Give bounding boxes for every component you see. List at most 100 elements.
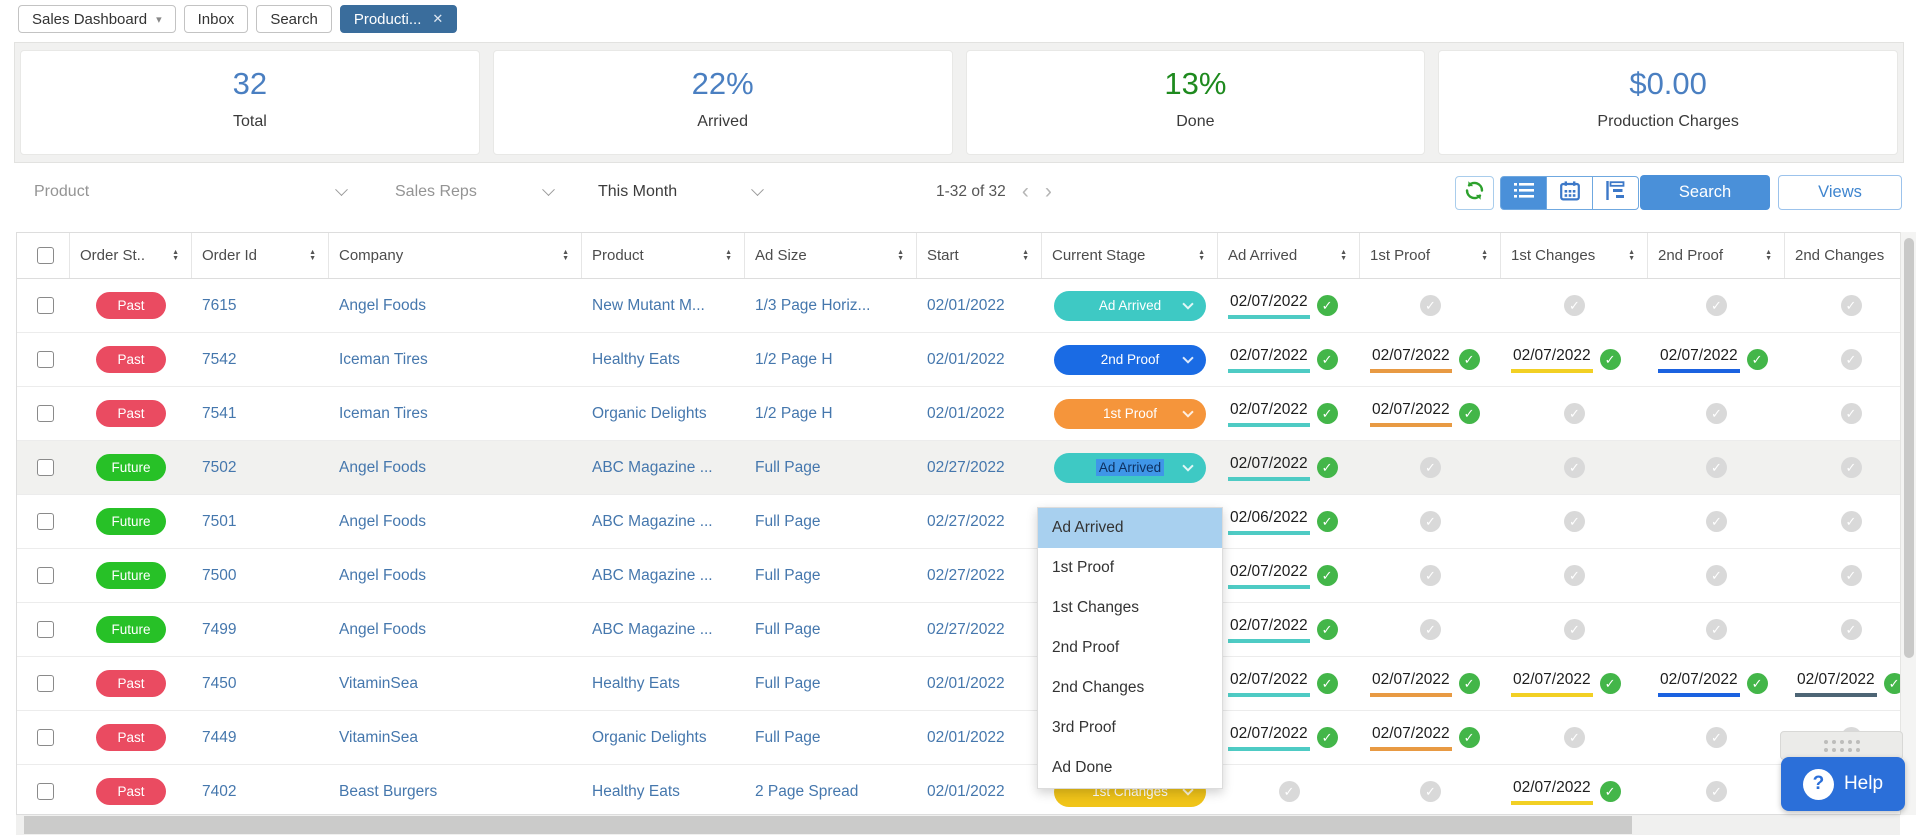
milestone-date[interactable]: 02/07/2022 bbox=[1370, 347, 1452, 373]
row-checkbox[interactable] bbox=[37, 513, 54, 530]
vertical-scrollbar-thumb[interactable] bbox=[1904, 238, 1914, 658]
milestone-date[interactable]: 02/07/2022 bbox=[1511, 347, 1593, 373]
sort-icon[interactable]: ▲ ▼ bbox=[562, 249, 569, 262]
row-checkbox[interactable] bbox=[37, 783, 54, 800]
column-header-second_proof[interactable]: 2nd Proof ▲ ▼ bbox=[1648, 233, 1785, 278]
milestone-date[interactable]: 02/07/2022 bbox=[1370, 401, 1452, 427]
order-id-link[interactable]: 7499 bbox=[202, 620, 237, 638]
select-all-checkbox[interactable] bbox=[37, 247, 54, 264]
column-header-first_changes[interactable]: 1st Changes ▲ ▼ bbox=[1501, 233, 1648, 278]
gantt-view-button[interactable] bbox=[1592, 176, 1639, 210]
stage-option-ad-arrived[interactable]: Ad Arrived bbox=[1038, 508, 1222, 548]
tab-producti[interactable]: Producti... ✕ bbox=[339, 5, 458, 33]
period-filter-dropdown[interactable]: This Month bbox=[598, 178, 764, 206]
column-header-ad_size[interactable]: Ad Size ▲ ▼ bbox=[745, 233, 917, 278]
stage-select[interactable]: 2nd Proof bbox=[1054, 344, 1206, 375]
sort-icon[interactable]: ▲ ▼ bbox=[1022, 249, 1029, 262]
order-id-link[interactable]: 7541 bbox=[202, 404, 237, 422]
grip-dot bbox=[1823, 739, 1828, 744]
column-header-order_status[interactable]: Order St.. ▲ ▼ bbox=[70, 233, 192, 278]
milestone-date[interactable]: 02/07/2022 bbox=[1658, 671, 1740, 697]
milestone-cell: ✓ bbox=[1218, 765, 1360, 814]
sort-icon[interactable]: ▲ ▼ bbox=[1198, 249, 1205, 262]
milestone-date[interactable]: 02/07/2022 bbox=[1228, 725, 1310, 751]
stage-option-2nd-proof[interactable]: 2nd Proof bbox=[1052, 639, 1120, 656]
column-header-order_id[interactable]: Order Id ▲ ▼ bbox=[192, 233, 329, 278]
sort-icon[interactable]: ▲ ▼ bbox=[725, 249, 732, 262]
milestone-date[interactable]: 02/07/2022 bbox=[1228, 617, 1310, 643]
stage-option-ad-done[interactable]: Ad Done bbox=[1052, 759, 1113, 776]
milestone-date[interactable]: 02/07/2022 bbox=[1228, 293, 1310, 319]
product-cell: ABC Magazine ... bbox=[592, 620, 713, 638]
sort-icon[interactable]: ▲ ▼ bbox=[172, 249, 179, 262]
sort-icon[interactable]: ▲ ▼ bbox=[1481, 249, 1488, 262]
order-id-link[interactable]: 7450 bbox=[202, 674, 237, 692]
horizontal-scrollbar-thumb[interactable] bbox=[24, 816, 1632, 834]
order-id-link[interactable]: 7502 bbox=[202, 458, 237, 476]
list-view-button[interactable] bbox=[1500, 176, 1547, 210]
column-header-ad_arrived[interactable]: Ad Arrived ▲ ▼ bbox=[1218, 233, 1360, 278]
row-checkbox[interactable] bbox=[37, 459, 54, 476]
milestone-date[interactable]: 02/07/2022 bbox=[1511, 671, 1593, 697]
order-id-link[interactable]: 7500 bbox=[202, 566, 237, 584]
row-checkbox[interactable] bbox=[37, 567, 54, 584]
sort-icon[interactable]: ▲ ▼ bbox=[1628, 249, 1635, 262]
calendar-view-button[interactable] bbox=[1546, 176, 1593, 210]
views-button[interactable]: Views bbox=[1778, 175, 1902, 210]
sales-reps-filter-dropdown[interactable]: Sales Reps bbox=[395, 178, 555, 206]
sort-down-arrow: ▼ bbox=[172, 254, 179, 262]
column-header-company[interactable]: Company ▲ ▼ bbox=[329, 233, 582, 278]
milestone-date[interactable]: 02/06/2022 bbox=[1228, 509, 1310, 535]
milestone-cell: 02/07/2022 ✓ bbox=[1360, 387, 1501, 440]
column-header-start[interactable]: Start ▲ ▼ bbox=[917, 233, 1042, 278]
drag-handle[interactable] bbox=[1780, 731, 1903, 760]
stage-select[interactable]: Ad Arrived bbox=[1054, 290, 1206, 321]
milestone-date[interactable]: 02/07/2022 bbox=[1228, 563, 1310, 589]
sort-icon[interactable]: ▲ ▼ bbox=[1765, 249, 1772, 262]
milestone-date[interactable]: 02/07/2022 bbox=[1228, 401, 1310, 427]
order-id-link[interactable]: 7615 bbox=[202, 296, 237, 314]
milestone-date[interactable]: 02/07/2022 bbox=[1795, 671, 1877, 697]
sort-icon[interactable]: ▲ ▼ bbox=[897, 249, 904, 262]
sort-icon[interactable]: ▲ ▼ bbox=[1340, 249, 1347, 262]
column-header-product[interactable]: Product ▲ ▼ bbox=[582, 233, 745, 278]
stage-option-3rd-proof[interactable]: 3rd Proof bbox=[1052, 719, 1116, 736]
close-icon[interactable]: ✕ bbox=[432, 11, 444, 26]
column-header-current_stage[interactable]: Current Stage ▲ ▼ bbox=[1042, 233, 1218, 278]
order-id-link[interactable]: 7501 bbox=[202, 512, 237, 530]
row-checkbox[interactable] bbox=[37, 675, 54, 692]
milestone-date[interactable]: 02/07/2022 bbox=[1370, 671, 1452, 697]
milestone-date[interactable]: 02/07/2022 bbox=[1228, 347, 1310, 373]
milestone-date[interactable]: 02/07/2022 bbox=[1511, 779, 1593, 805]
row-checkbox[interactable] bbox=[37, 351, 54, 368]
order-id-link[interactable]: 7449 bbox=[202, 728, 237, 746]
row-checkbox[interactable] bbox=[37, 621, 54, 638]
next-page-button[interactable]: › bbox=[1044, 180, 1052, 203]
refresh-button[interactable] bbox=[1455, 176, 1494, 210]
column-header-first_proof[interactable]: 1st Proof ▲ ▼ bbox=[1360, 233, 1501, 278]
company-cell: Angel Foods bbox=[339, 458, 427, 476]
help-button[interactable]: ? Help bbox=[1781, 757, 1905, 811]
stage-select[interactable]: Ad Arrived bbox=[1054, 452, 1206, 483]
milestone-date[interactable]: 02/07/2022 bbox=[1658, 347, 1740, 373]
tab-search[interactable]: Search bbox=[256, 5, 332, 33]
milestone-date[interactable]: 02/07/2022 bbox=[1228, 455, 1310, 481]
milestone-date[interactable]: 02/07/2022 bbox=[1228, 671, 1310, 697]
row-checkbox[interactable] bbox=[37, 729, 54, 746]
row-checkbox[interactable] bbox=[37, 297, 54, 314]
row-checkbox[interactable] bbox=[37, 405, 54, 422]
sort-icon[interactable]: ▲ ▼ bbox=[309, 249, 316, 262]
stats-panel: 32 Total 22% Arrived 13% Done $0.00 Production … bbox=[14, 42, 1904, 163]
stage-option-1st-changes[interactable]: 1st Changes bbox=[1052, 599, 1140, 616]
search-button[interactable]: Search bbox=[1640, 175, 1770, 210]
order-id-link[interactable]: 7402 bbox=[202, 782, 237, 800]
prev-page-button[interactable]: ‹ bbox=[1021, 180, 1029, 203]
tab-inbox[interactable]: Inbox bbox=[183, 5, 249, 33]
tab-sales-dashboard[interactable]: Sales Dashboard ▾ bbox=[18, 5, 176, 33]
order-id-link[interactable]: 7542 bbox=[202, 350, 237, 368]
stage-option-1st-proof[interactable]: 1st Proof bbox=[1052, 559, 1115, 576]
stage-select[interactable]: 1st Proof bbox=[1054, 398, 1206, 429]
milestone-date[interactable]: 02/07/2022 bbox=[1370, 725, 1452, 751]
stage-option-2nd-changes[interactable]: 2nd Changes bbox=[1052, 679, 1145, 696]
product-filter-dropdown[interactable]: Product bbox=[34, 178, 348, 206]
